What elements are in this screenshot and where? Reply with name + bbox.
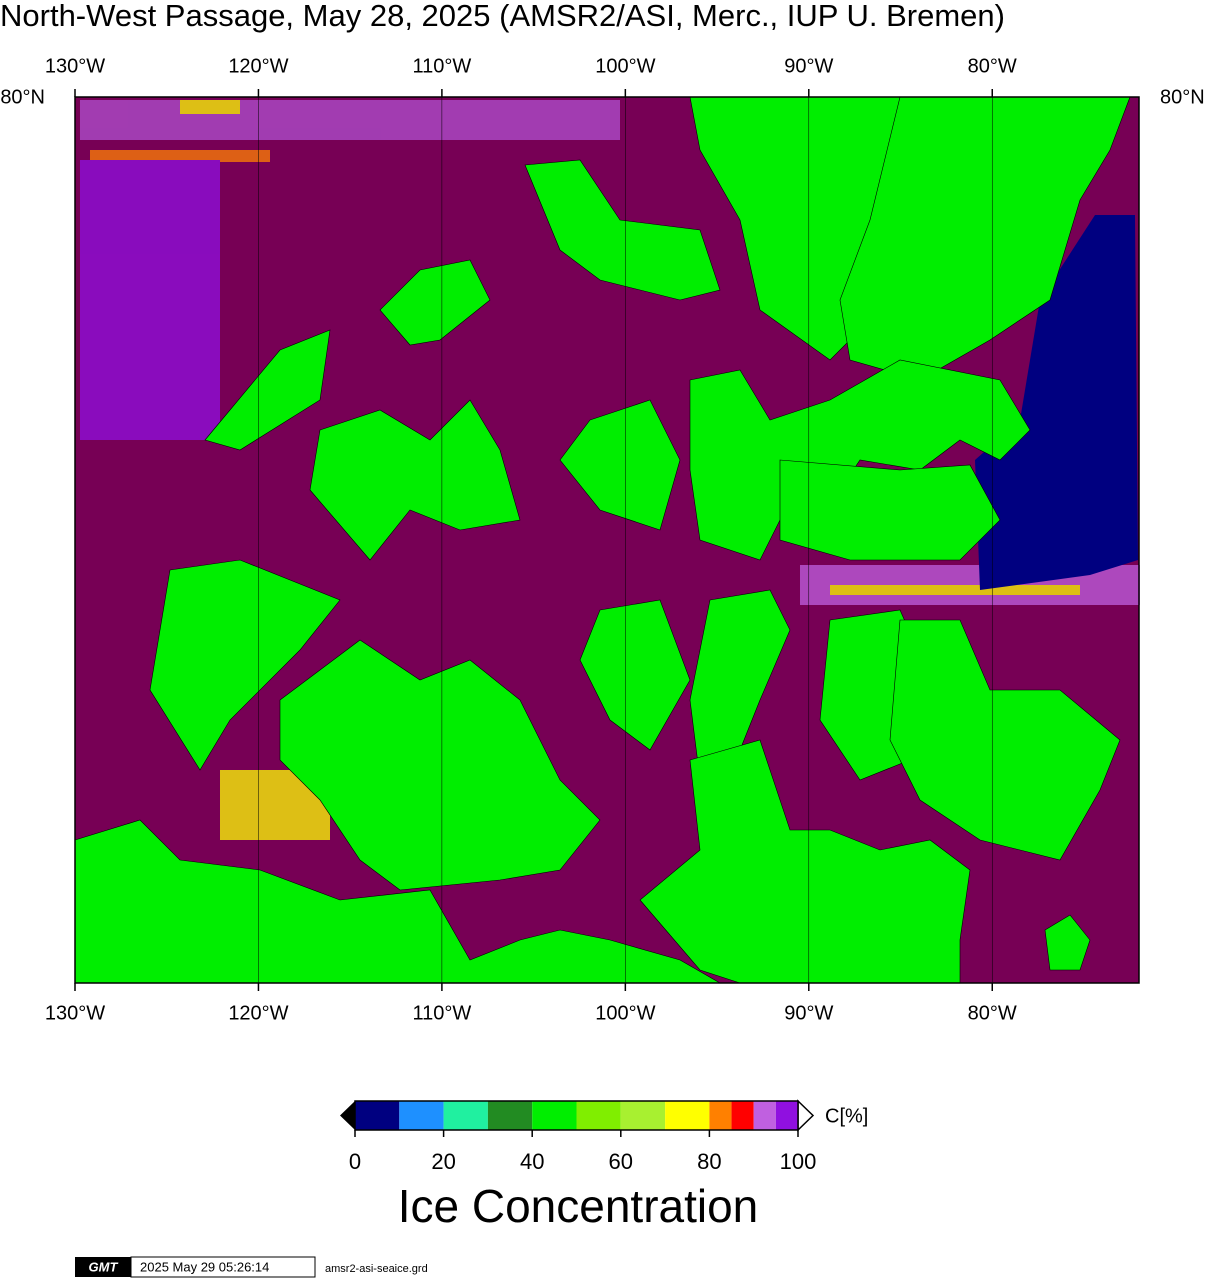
land (379, 259, 491, 346)
lat-label: 80°N (0, 86, 45, 108)
colorbar-bin (775, 1101, 798, 1130)
land (559, 399, 681, 531)
map: 130°W 130°W 120°W 120°W 110°W 110°W 100°W 100°W… (0, 55, 1204, 1024)
colorbar-bin (443, 1101, 488, 1130)
lon-label: 120°W (228, 1002, 288, 1024)
gmt-logo-text: GMT (89, 1259, 119, 1274)
lon-label: 80°W (968, 55, 1017, 77)
lon-label: 120°W (228, 55, 288, 77)
colorbar-tick-label: 20 (431, 1149, 455, 1174)
land (524, 159, 721, 301)
lon-label: 110°W (413, 1002, 472, 1024)
colorbar-tick-label: 0 (349, 1149, 361, 1174)
lon-label: 80°W (968, 1002, 1017, 1024)
lon-label: 100°W (595, 1002, 655, 1024)
lat-label: 80°N (1160, 86, 1205, 108)
colorbar-bin (620, 1101, 666, 1130)
lon-label: 100°W (595, 55, 655, 77)
land (204, 329, 331, 451)
land (74, 819, 722, 984)
lon-label: 110°W (413, 55, 472, 77)
lon-label: 90°W (784, 1002, 833, 1024)
colorbar-tick-label: 80 (697, 1149, 721, 1174)
lon-label: 130°W (45, 55, 105, 77)
colorbar-bin (532, 1101, 577, 1130)
colorbar-tick-label: 100 (780, 1149, 817, 1174)
title: North-West Passage, May 28, 2025 (AMSR2/… (0, 0, 1005, 33)
land (279, 639, 601, 891)
land (1044, 914, 1091, 971)
timestamp-box (130, 1256, 316, 1278)
colorbar-bin (487, 1101, 533, 1130)
colorbar-bin (753, 1101, 776, 1130)
land (889, 619, 1121, 861)
map-frame (74, 96, 1140, 984)
colorbar-bin (399, 1101, 444, 1130)
colorbar-frame (354, 1100, 799, 1131)
file-name: amsr2-asi-seaice.grd (325, 1263, 428, 1275)
lon-label: 90°W (784, 55, 833, 77)
timestamp: 2025 May 29 05:26:14 (140, 1259, 269, 1274)
colorbar-tick-label: 40 (520, 1149, 544, 1174)
land (779, 459, 1001, 561)
colorbar: C[%] Ice Concentration 0 20 40 60 80 100 (340, 1099, 868, 1232)
colorbar-tick-label: 60 (609, 1149, 633, 1174)
colorbar-bin (355, 1101, 400, 1130)
colorbar-over (797, 1099, 815, 1132)
footer: GMT 2025 May 29 05:26:14 amsr2-asi-seaic… (75, 1256, 428, 1278)
land (689, 359, 1031, 561)
land (839, 96, 1131, 381)
land (689, 589, 791, 781)
colorbar-bin (731, 1101, 754, 1130)
colorbar-unit: C[%] (825, 1105, 868, 1127)
lon-label: 130°W (45, 1002, 105, 1024)
gmt-logo (75, 1257, 131, 1277)
colorbar-bin (709, 1101, 732, 1130)
colorbar-bin (576, 1101, 621, 1130)
land (639, 739, 971, 984)
land (309, 399, 521, 561)
baffin-bay-ice (975, 215, 1138, 590)
land (149, 559, 341, 771)
colorbar-under (340, 1101, 355, 1130)
colorbar-bin (665, 1101, 710, 1130)
land (579, 599, 691, 751)
colorbar-label: Ice Concentration (398, 1180, 759, 1232)
